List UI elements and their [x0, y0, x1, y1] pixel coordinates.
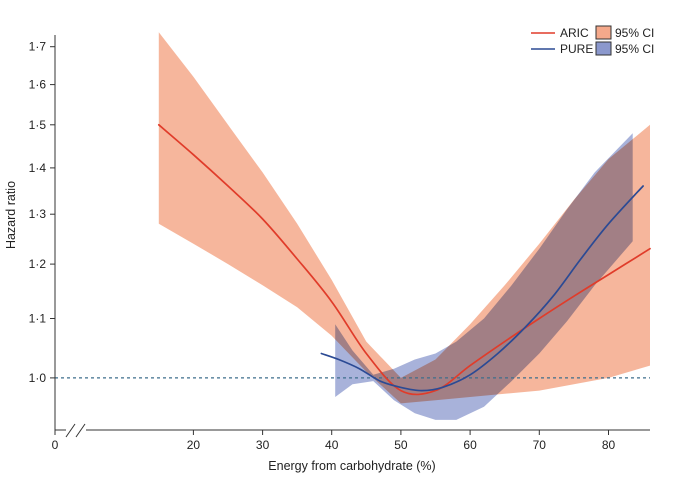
x-tick-label: 20 [187, 438, 201, 452]
x-tick-label: 80 [602, 438, 616, 452]
x-axis-title: Energy from carbohydrate (%) [268, 459, 435, 473]
y-tick-label: 1·7 [29, 40, 47, 54]
x-tick-label: 0 [52, 438, 59, 452]
legend-pure-ci-swatch [595, 41, 612, 56]
tick-labels: 0 20 30 40 50 60 70 80 1·0 1·1 1·2 1·3 1·4 1·5 1·6 1·7 [29, 40, 616, 452]
x-axis-break-mark [75, 423, 86, 438]
y-axis-title: Hazard ratio [4, 181, 18, 249]
x-tick-label: 30 [256, 438, 270, 452]
y-tick-label: 1·0 [29, 371, 47, 385]
y-tick-label: 1·1 [29, 312, 47, 326]
x-axis-break-mark [65, 423, 76, 438]
x-tick-label: 40 [325, 438, 339, 452]
legend-aric-ci-swatch [595, 25, 612, 40]
x-tick-label: 70 [533, 438, 547, 452]
y-tick-label: 1·5 [29, 118, 47, 132]
y-tick-label: 1·2 [29, 257, 47, 271]
axes [50, 35, 650, 438]
legend-pure-label: PURE [560, 42, 593, 56]
legend-pure-ci-label: 95% CI [615, 42, 654, 56]
y-tick-label: 1·3 [29, 207, 47, 221]
legend-aric-ci-label: 95% CI [615, 26, 654, 40]
y-tick-label: 1·6 [29, 78, 47, 92]
y-tick-label: 1·4 [29, 161, 47, 175]
legend: ARIC 95% CI PURE 95% CI [531, 25, 654, 56]
pure-line [320, 185, 644, 392]
legend-aric-label: ARIC [560, 26, 589, 40]
aric-line [157, 123, 651, 396]
x-tick-label: 50 [394, 438, 408, 452]
x-tick-label: 60 [463, 438, 477, 452]
confidence-bands [158, 32, 651, 420]
series-lines [157, 123, 651, 396]
pure-ci-band [335, 133, 633, 420]
